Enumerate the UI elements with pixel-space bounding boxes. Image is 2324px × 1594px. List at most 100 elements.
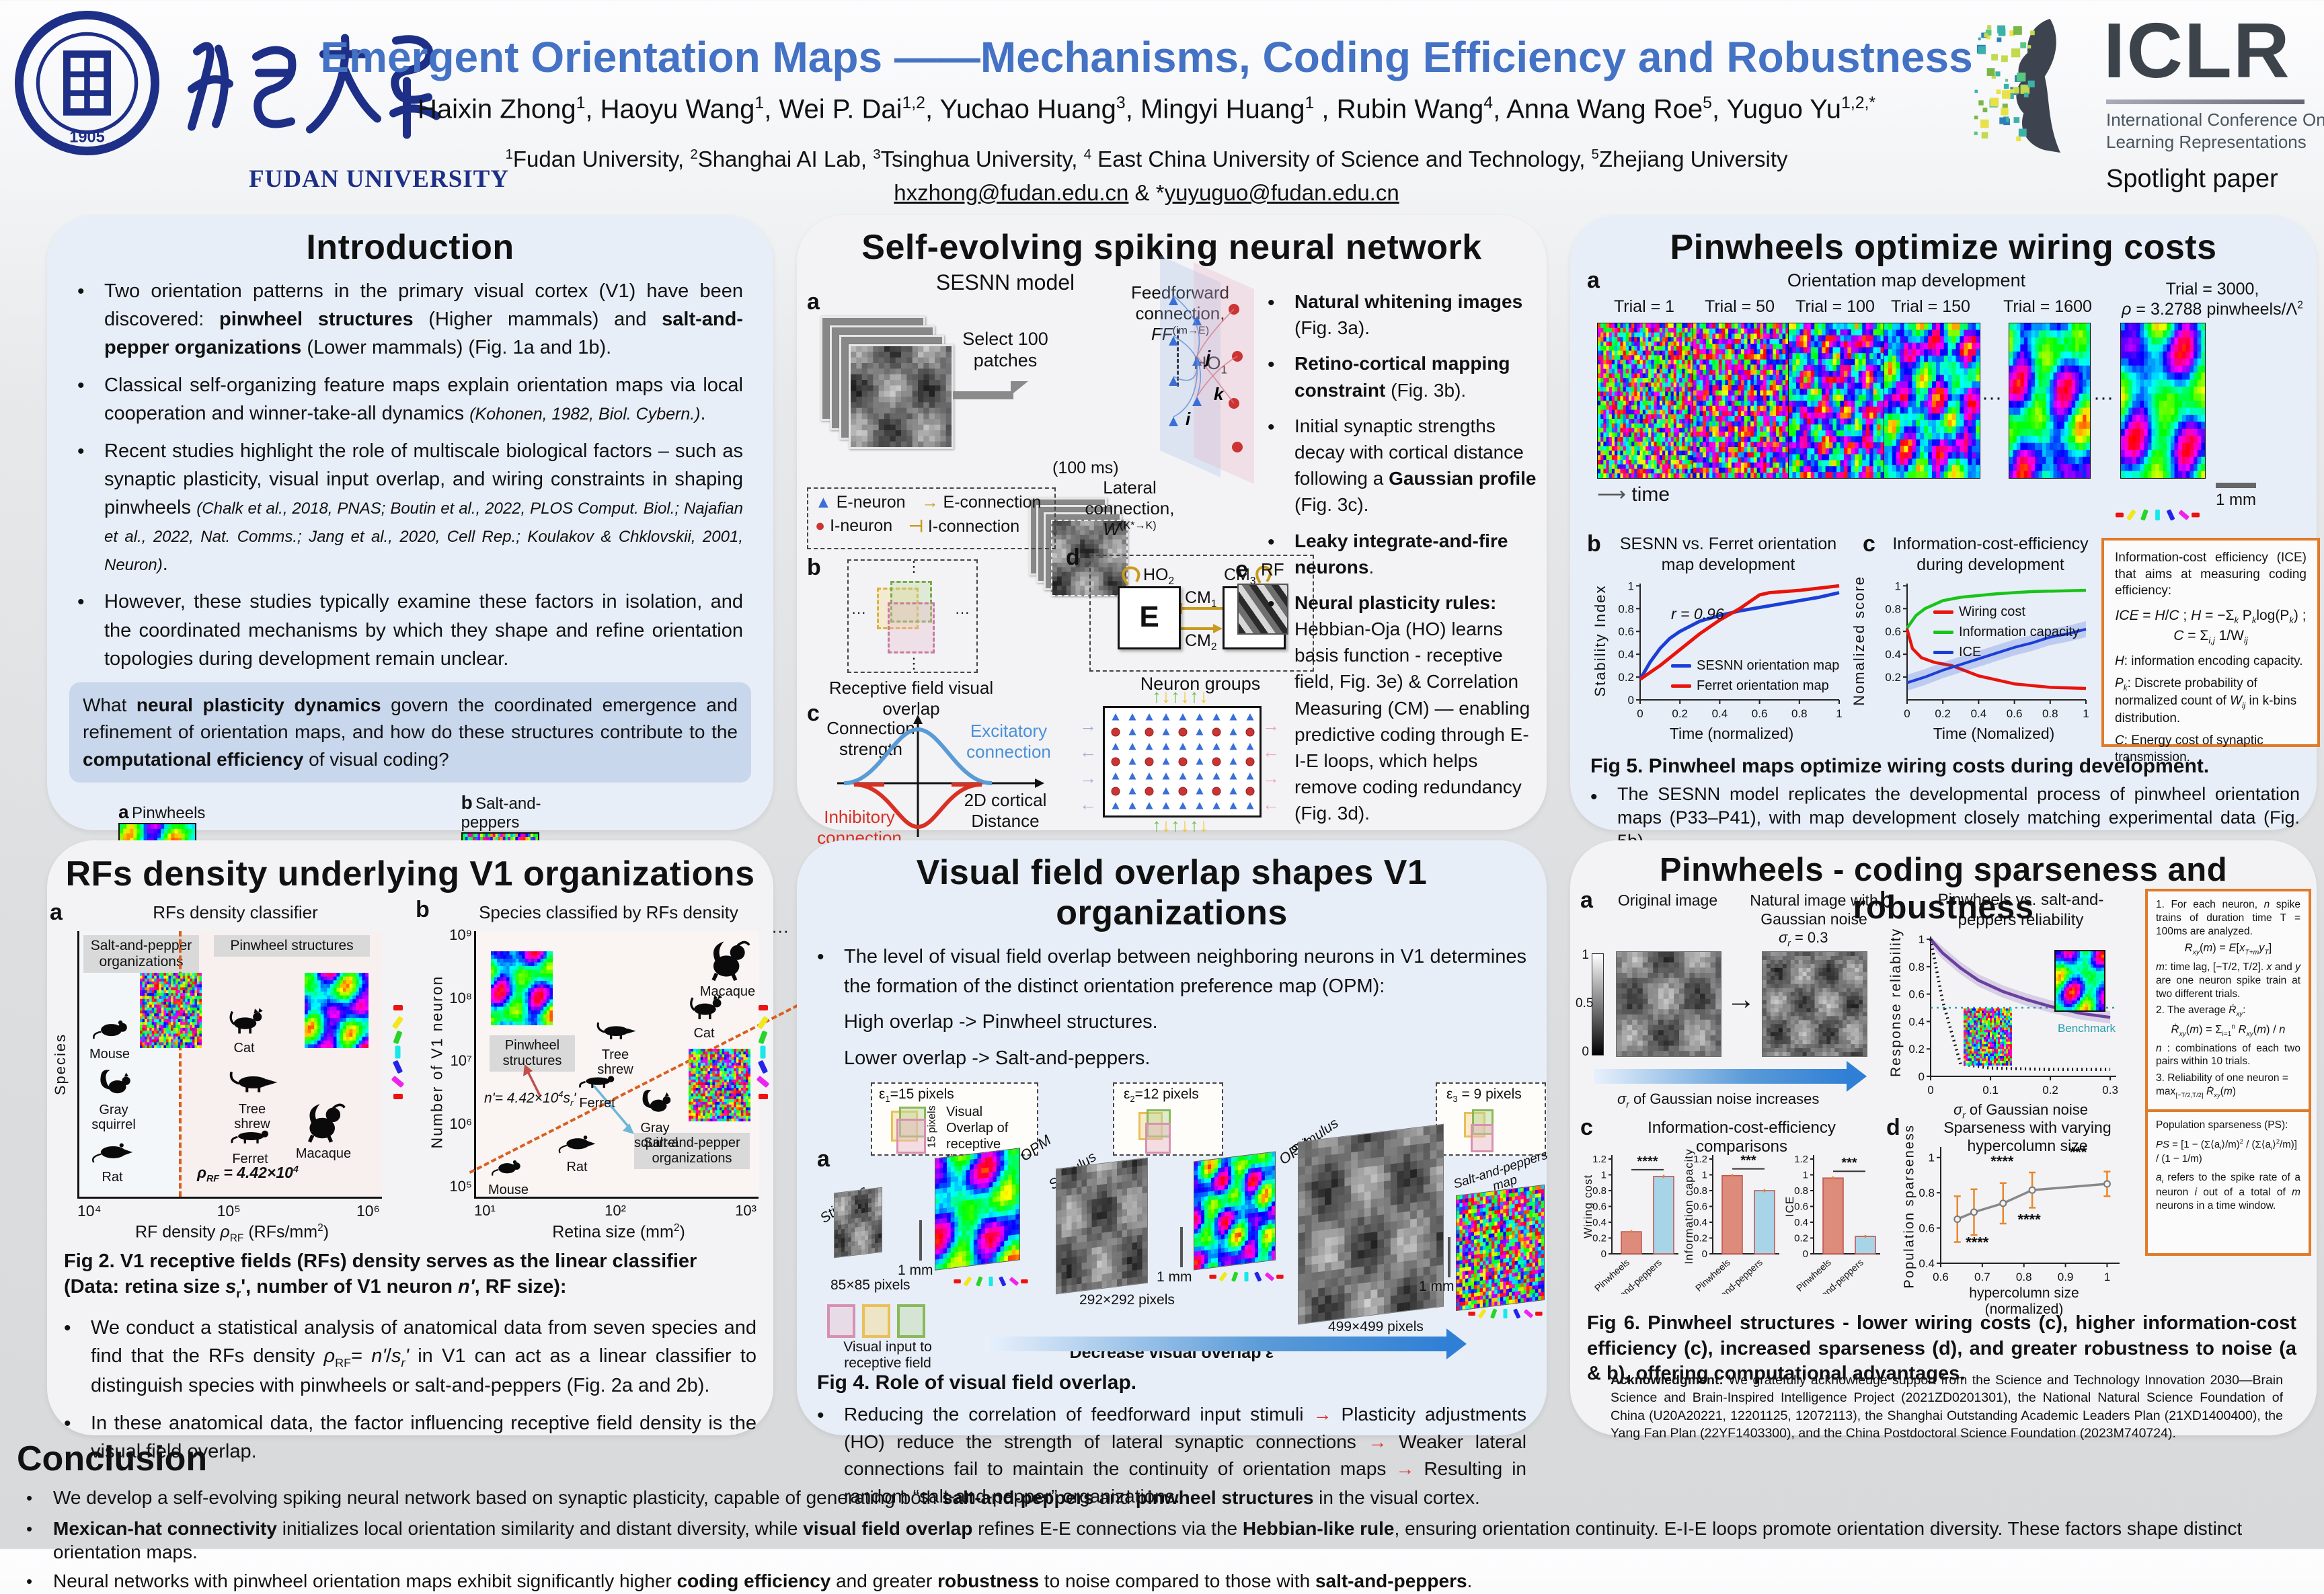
- orientation-bar-icon: [2178, 510, 2190, 520]
- panel-sparseness: Pinwheels - coding sparseness and robust…: [1570, 840, 2317, 1435]
- eps2-box: ε2=12 pixels: [1113, 1082, 1223, 1156]
- shrew-icon: Tree shrew: [226, 1059, 278, 1097]
- animal-label: Tree shrew: [594, 1047, 637, 1077]
- iclr-underline: [2106, 99, 2304, 104]
- e-group-box: E: [1118, 586, 1181, 649]
- fig5b-tag: b: [1587, 531, 1601, 557]
- list-item: •Classical self-organizing feature maps …: [77, 371, 743, 428]
- noisy-image-label: Natural image with Gaussian noise: [1742, 891, 1886, 928]
- region-pinwheel: Pinwheel structures: [214, 935, 370, 957]
- ellipsis: ···: [1982, 387, 2002, 409]
- fig1b-title: Salt-and-peppers: [461, 795, 541, 832]
- scale-1mm: [1448, 1237, 1450, 1277]
- mouse-icon: Mouse: [488, 1153, 523, 1178]
- fig6a-tag: a: [1580, 887, 1593, 914]
- orientation-bar-icon: [1218, 1271, 1227, 1281]
- excitatory-label: Excitatory connection: [948, 721, 1069, 762]
- intro-bullets: •Two orientation patterns in the primary…: [77, 277, 743, 673]
- trial-map-3000: [2120, 323, 2206, 479]
- orientation-legend-vertical: [391, 1005, 404, 1099]
- squirrel-icon: Gray squirrel: [634, 1086, 676, 1116]
- orientation-bar-icon: [757, 1076, 770, 1088]
- orientation-bar-icon: [1477, 1308, 1486, 1318]
- orientation-bar-icon: [391, 1076, 405, 1088]
- sigma03-label: σr = 0.3: [1779, 929, 1828, 948]
- stimulus-2: [1056, 1158, 1148, 1295]
- ice-definition-box: Information-cost efficiency (ICE) that a…: [2101, 538, 2320, 747]
- trial-map-150: [1884, 323, 1980, 479]
- stimulus-1: [834, 1187, 882, 1259]
- emails-link[interactable]: hxzhong@fudan.edu.cn & *yuyuguo@fudan.ed…: [316, 180, 1977, 206]
- research-question-box: What neural plasticity dynamics govern t…: [69, 682, 751, 783]
- eps1-box: ε1=15 pixels 15 pixels Visual Overlap of…: [871, 1082, 1038, 1156]
- overlap-title: Visual field overlap shapes V1 organizat…: [817, 852, 1526, 933]
- ms-label: (100 ms): [1052, 459, 1119, 478]
- orientation-bar-icon: [1209, 1275, 1216, 1279]
- orientation-bar-icon: [1524, 1309, 1534, 1318]
- opm-map-2: [1194, 1152, 1276, 1271]
- orientation-bar-icon: [759, 1094, 768, 1099]
- gray-arrow-icon: [953, 391, 1013, 399]
- ferret-icon: Ferret: [229, 1116, 272, 1147]
- cortical-distance-label: 2D cortical Distance: [955, 790, 1056, 832]
- list-item: •Two orientation patterns in the primary…: [77, 277, 743, 362]
- neuron-sheet-arrows-bottom: ↑↓↑↓↑↓: [1103, 815, 1257, 836]
- list-item: •Natural whitening images (Fig. 3a).: [1268, 288, 1537, 341]
- orientation-bar-icon: [758, 1060, 768, 1074]
- fig5b-title: SESNN vs. Ferret orientation map develop…: [1607, 534, 1849, 576]
- orientation-bar-icon: [759, 1005, 768, 1010]
- fig2a-ylabel: Species: [52, 1004, 69, 1125]
- orientation-bar-icon: [1021, 1279, 1028, 1283]
- animal-label: Mouse: [488, 1183, 523, 1197]
- animal-label: Ferret: [229, 1152, 272, 1166]
- trial-map-50: [1693, 323, 1789, 479]
- sesnn-legend: ▲ E-neuron → E-connection ● I-neuron ⊣ I…: [807, 487, 1056, 549]
- intro-title: Introduction: [77, 227, 743, 268]
- trial-label: Trial = 1: [1597, 297, 1691, 317]
- visual-input-label: Visual input to receptive field: [817, 1339, 958, 1371]
- population-sparseness-box: Population sparseness (PS): PS = [1 − (Σ…: [2145, 1109, 2311, 1256]
- list-item: •Neural plasticity rules: Hebbian-Oja (H…: [1268, 590, 1537, 827]
- visual-input-squares: [827, 1304, 925, 1338]
- animal-label: Gray squirrel: [634, 1121, 676, 1150]
- orientation-bar-icon: [954, 1279, 961, 1283]
- orientation-bar-icon: [758, 1031, 767, 1045]
- orientation-bar-icon: [1276, 1275, 1284, 1279]
- trial-label: Trial = 100: [1788, 297, 1882, 317]
- neuron-sheet: [1103, 706, 1262, 818]
- orientation-bar-icon: [393, 1060, 403, 1074]
- animal-label: Gray squirrel: [91, 1103, 136, 1132]
- i-neuron-icon: ●: [815, 516, 825, 535]
- orientation-bar-icon: [761, 1046, 766, 1059]
- wiring-title: Pinwheels optimize wiring costs: [1570, 227, 2317, 268]
- shrew-icon: Tree shrew: [594, 1012, 637, 1043]
- pinwheel-inset: [2054, 950, 2105, 1012]
- saltpepper-inset: [1964, 1008, 2012, 1066]
- list-item: •However, these studies typically examin…: [77, 588, 743, 672]
- animal-label: Mouse: [89, 1047, 130, 1062]
- fig5b-ylabel: Stability Index: [1592, 573, 1609, 708]
- iclr-subtitle: International Conference On Learning Rep…: [2106, 109, 2324, 153]
- fig2a-xlabel: RF density ρRF (RFs/mm2): [111, 1222, 353, 1244]
- yellow-rf-square: [862, 1304, 890, 1338]
- threshold-line: [179, 931, 182, 1197]
- orientation-bar-icon: [2155, 510, 2160, 520]
- svg-text:i: i: [1186, 409, 1191, 429]
- original-image-label: Original image: [1611, 891, 1725, 910]
- orientation-bar-icon: [1490, 1308, 1498, 1318]
- green-rf-square: [897, 1304, 925, 1338]
- macaque-icon: Macaque: [698, 937, 757, 979]
- grayscale-colorbar: [1592, 953, 1604, 1055]
- orientation-bar-icon: [963, 1276, 972, 1286]
- cat-icon: Cat: [221, 1002, 268, 1035]
- orientation-legend: [1468, 1312, 1542, 1316]
- fig3b-tag: b: [807, 555, 821, 581]
- fig3d-tag: d: [1066, 545, 1080, 571]
- fig6b-title: Pinwheels vs. salt-and-peppers reliabili…: [1910, 890, 2132, 930]
